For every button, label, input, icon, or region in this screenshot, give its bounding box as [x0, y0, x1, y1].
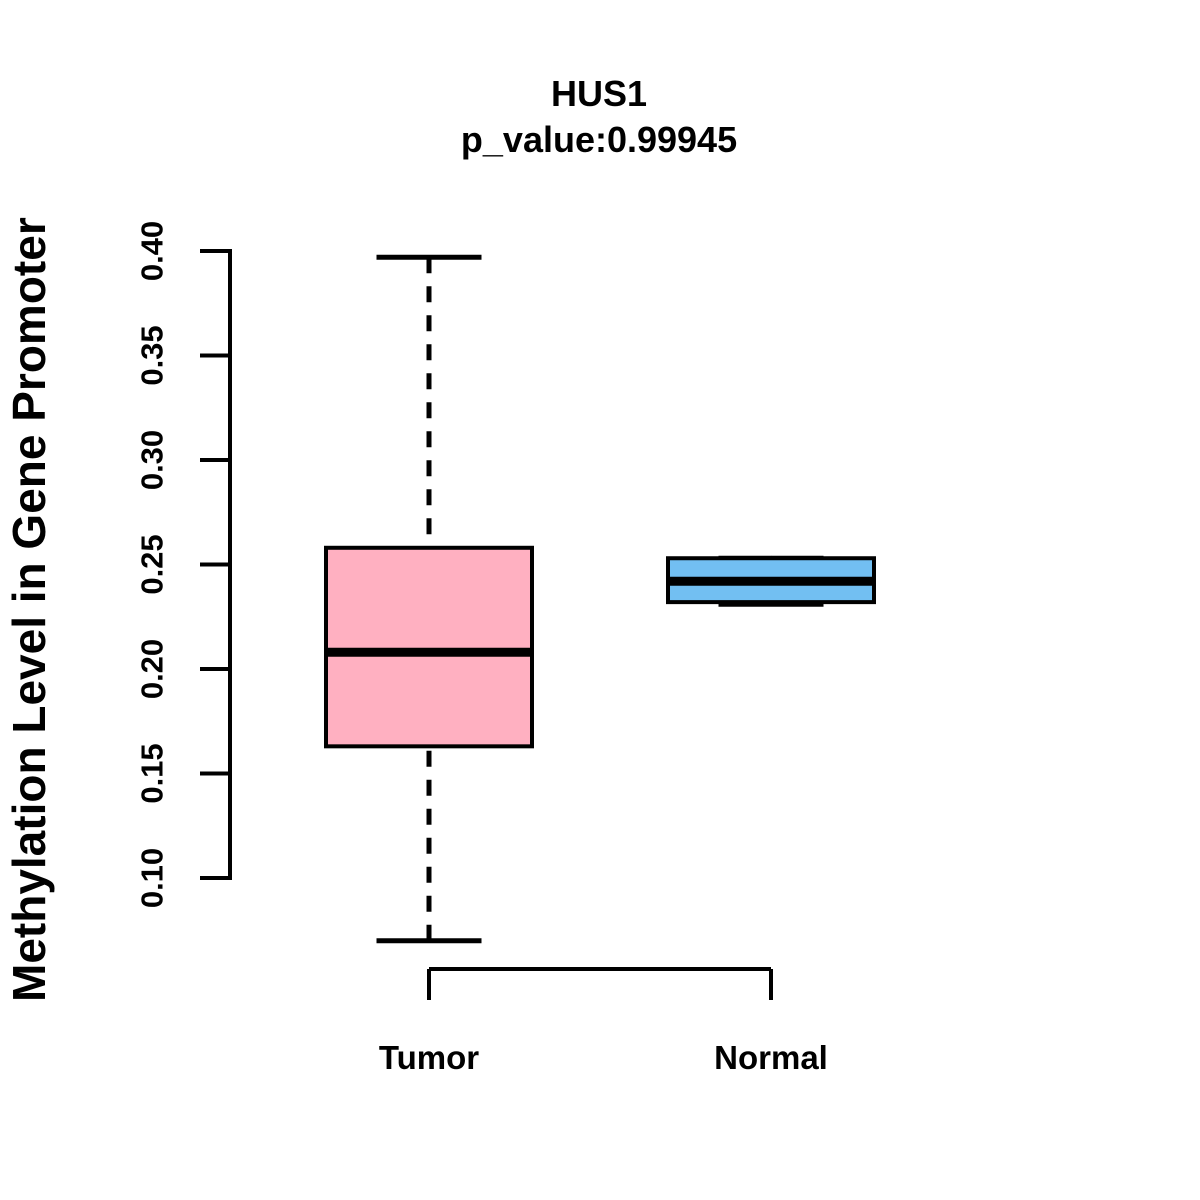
- y-tick-label: 0.30: [135, 430, 170, 490]
- chart-title: HUS1: [550, 73, 648, 114]
- y-tick-label: 0.35: [135, 325, 170, 385]
- y-tick-label: 0.25: [135, 534, 170, 594]
- x-label-tumor: Tumor: [378, 1039, 480, 1076]
- y-tick-label: 0.20: [135, 639, 170, 699]
- tumor-box: [324, 545, 534, 749]
- chart-subtitle-pvalue: p_value:0.99945: [460, 119, 738, 160]
- y-tick-label: 0.10: [135, 848, 170, 908]
- x-label-normal: Normal: [714, 1039, 828, 1076]
- y-tick-label: 0.15: [135, 743, 170, 803]
- y-tick-label: 0.40: [135, 221, 170, 281]
